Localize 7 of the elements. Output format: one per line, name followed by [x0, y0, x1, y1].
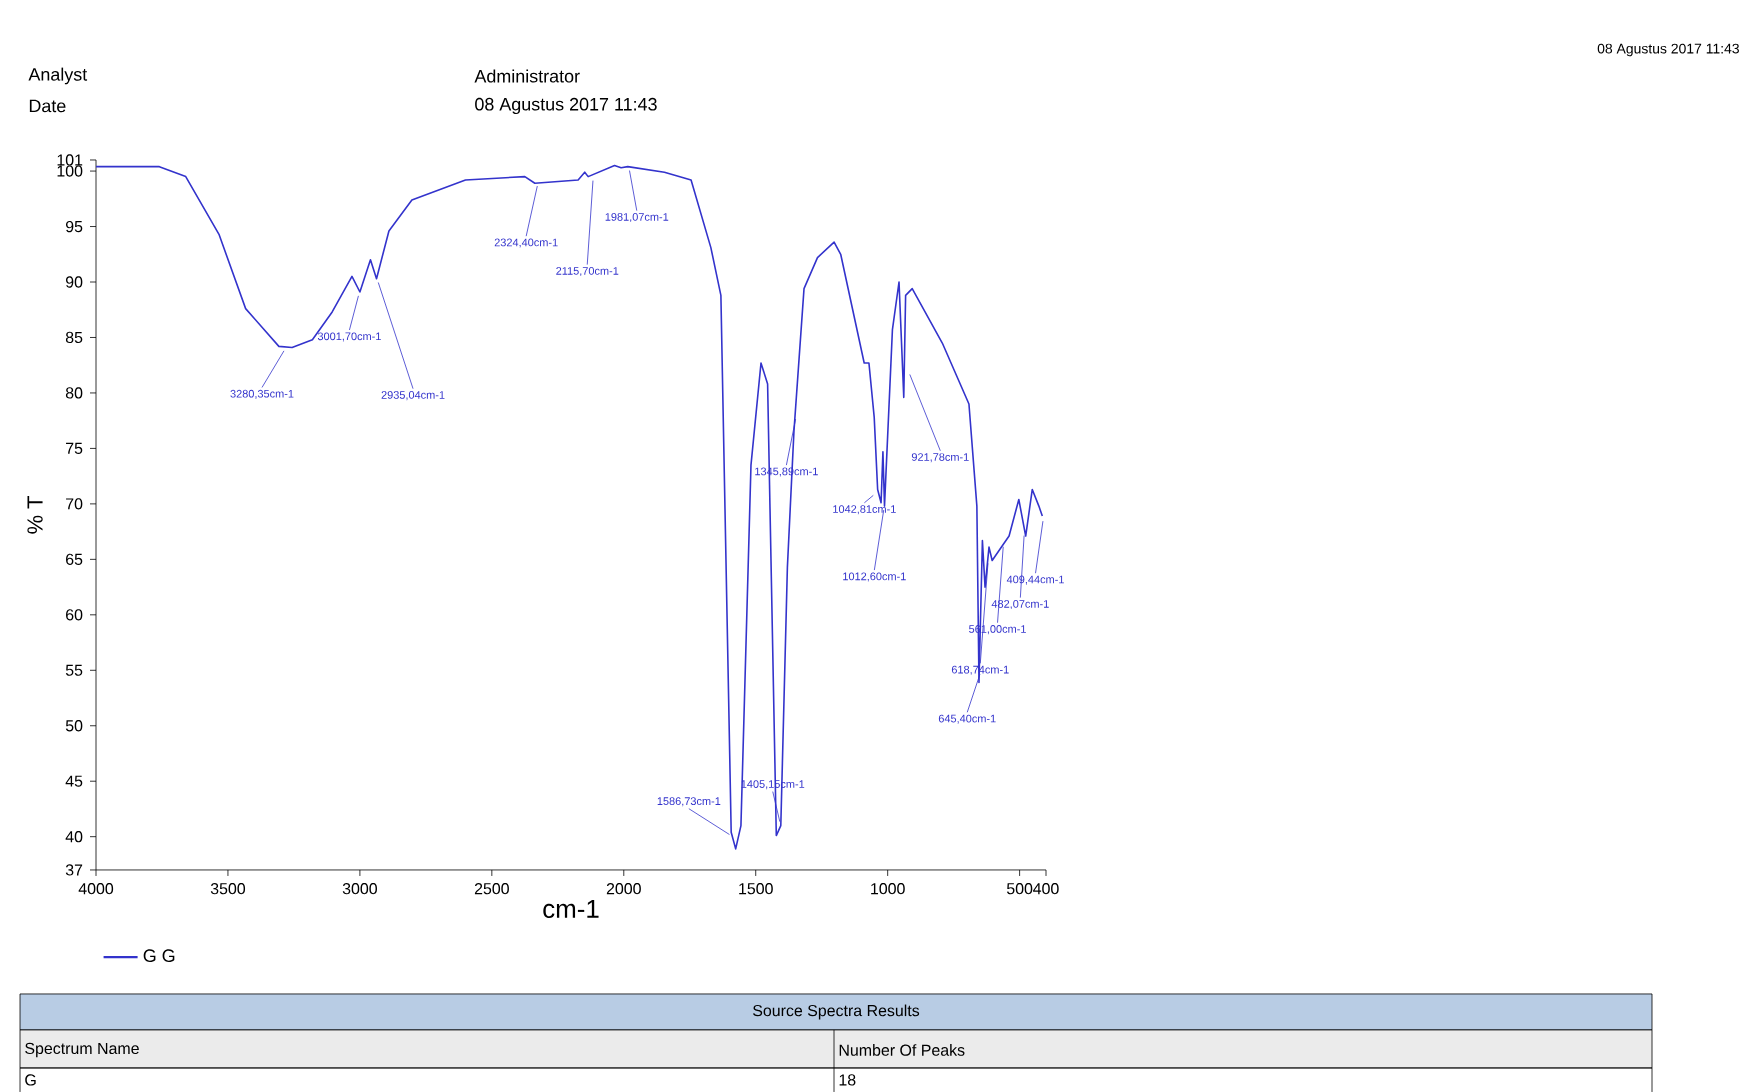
text: 08 Agustus 2017 11:43: [475, 97, 657, 115]
legend-label: G G: [143, 949, 175, 963]
y-axis-title: % T: [27, 496, 43, 534]
text: Administrator: [474, 69, 580, 83]
text: Analyst: [28, 67, 88, 85]
x-axis-title: cm-1: [543, 899, 599, 919]
text: Date: [29, 99, 66, 113]
